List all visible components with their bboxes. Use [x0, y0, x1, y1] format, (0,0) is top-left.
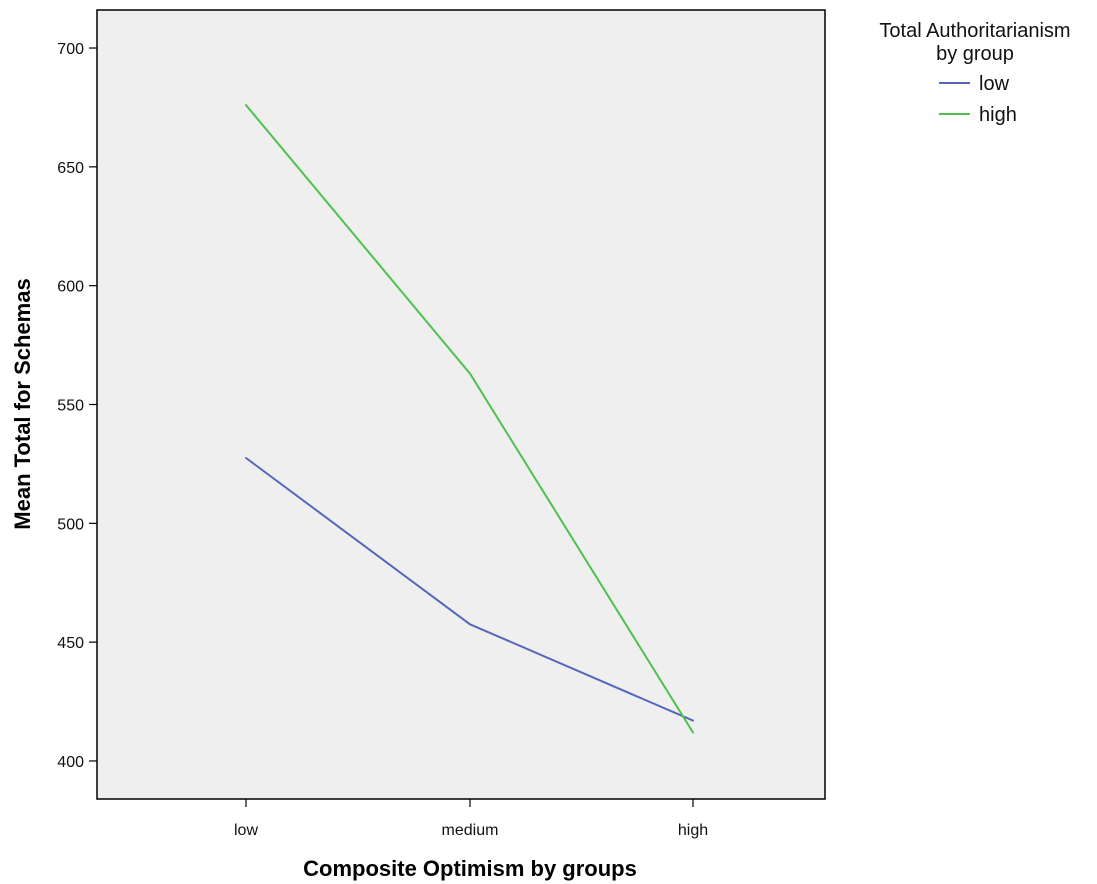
y-tick-label: 500: [57, 516, 84, 533]
x-tick-label: low: [234, 822, 258, 839]
legend: Total Authoritarianism by group low high: [879, 20, 1070, 126]
y-axis-title: Mean Total for Schemas: [10, 278, 35, 529]
series-line-low: [245, 457, 694, 722]
y-tick-label: 600: [57, 279, 84, 296]
legend-title-line-1: Total Authoritarianism: [879, 20, 1070, 42]
x-tick-label: high: [678, 822, 708, 839]
x-axis-title: Composite Optimism by groups: [303, 856, 637, 881]
series-layer: [245, 104, 694, 734]
y-tick-label: 450: [57, 635, 84, 652]
x-axis: low medium high: [234, 799, 708, 839]
legend-entries: low high: [939, 73, 1017, 126]
series-line-high: [245, 104, 694, 734]
plot-area: [96, 9, 826, 800]
legend-title-line-2: by group: [936, 43, 1014, 65]
y-tick-label: 700: [57, 41, 84, 58]
y-tick-label: 650: [57, 160, 84, 177]
x-tick-label: medium: [442, 822, 499, 839]
legend-label-low: low: [979, 73, 1010, 95]
y-tick-label: 550: [57, 398, 84, 415]
y-tick-label: 400: [57, 754, 84, 771]
y-axis: 400 450 500 550 600 650 700: [57, 41, 97, 771]
legend-label-high: high: [979, 104, 1017, 126]
